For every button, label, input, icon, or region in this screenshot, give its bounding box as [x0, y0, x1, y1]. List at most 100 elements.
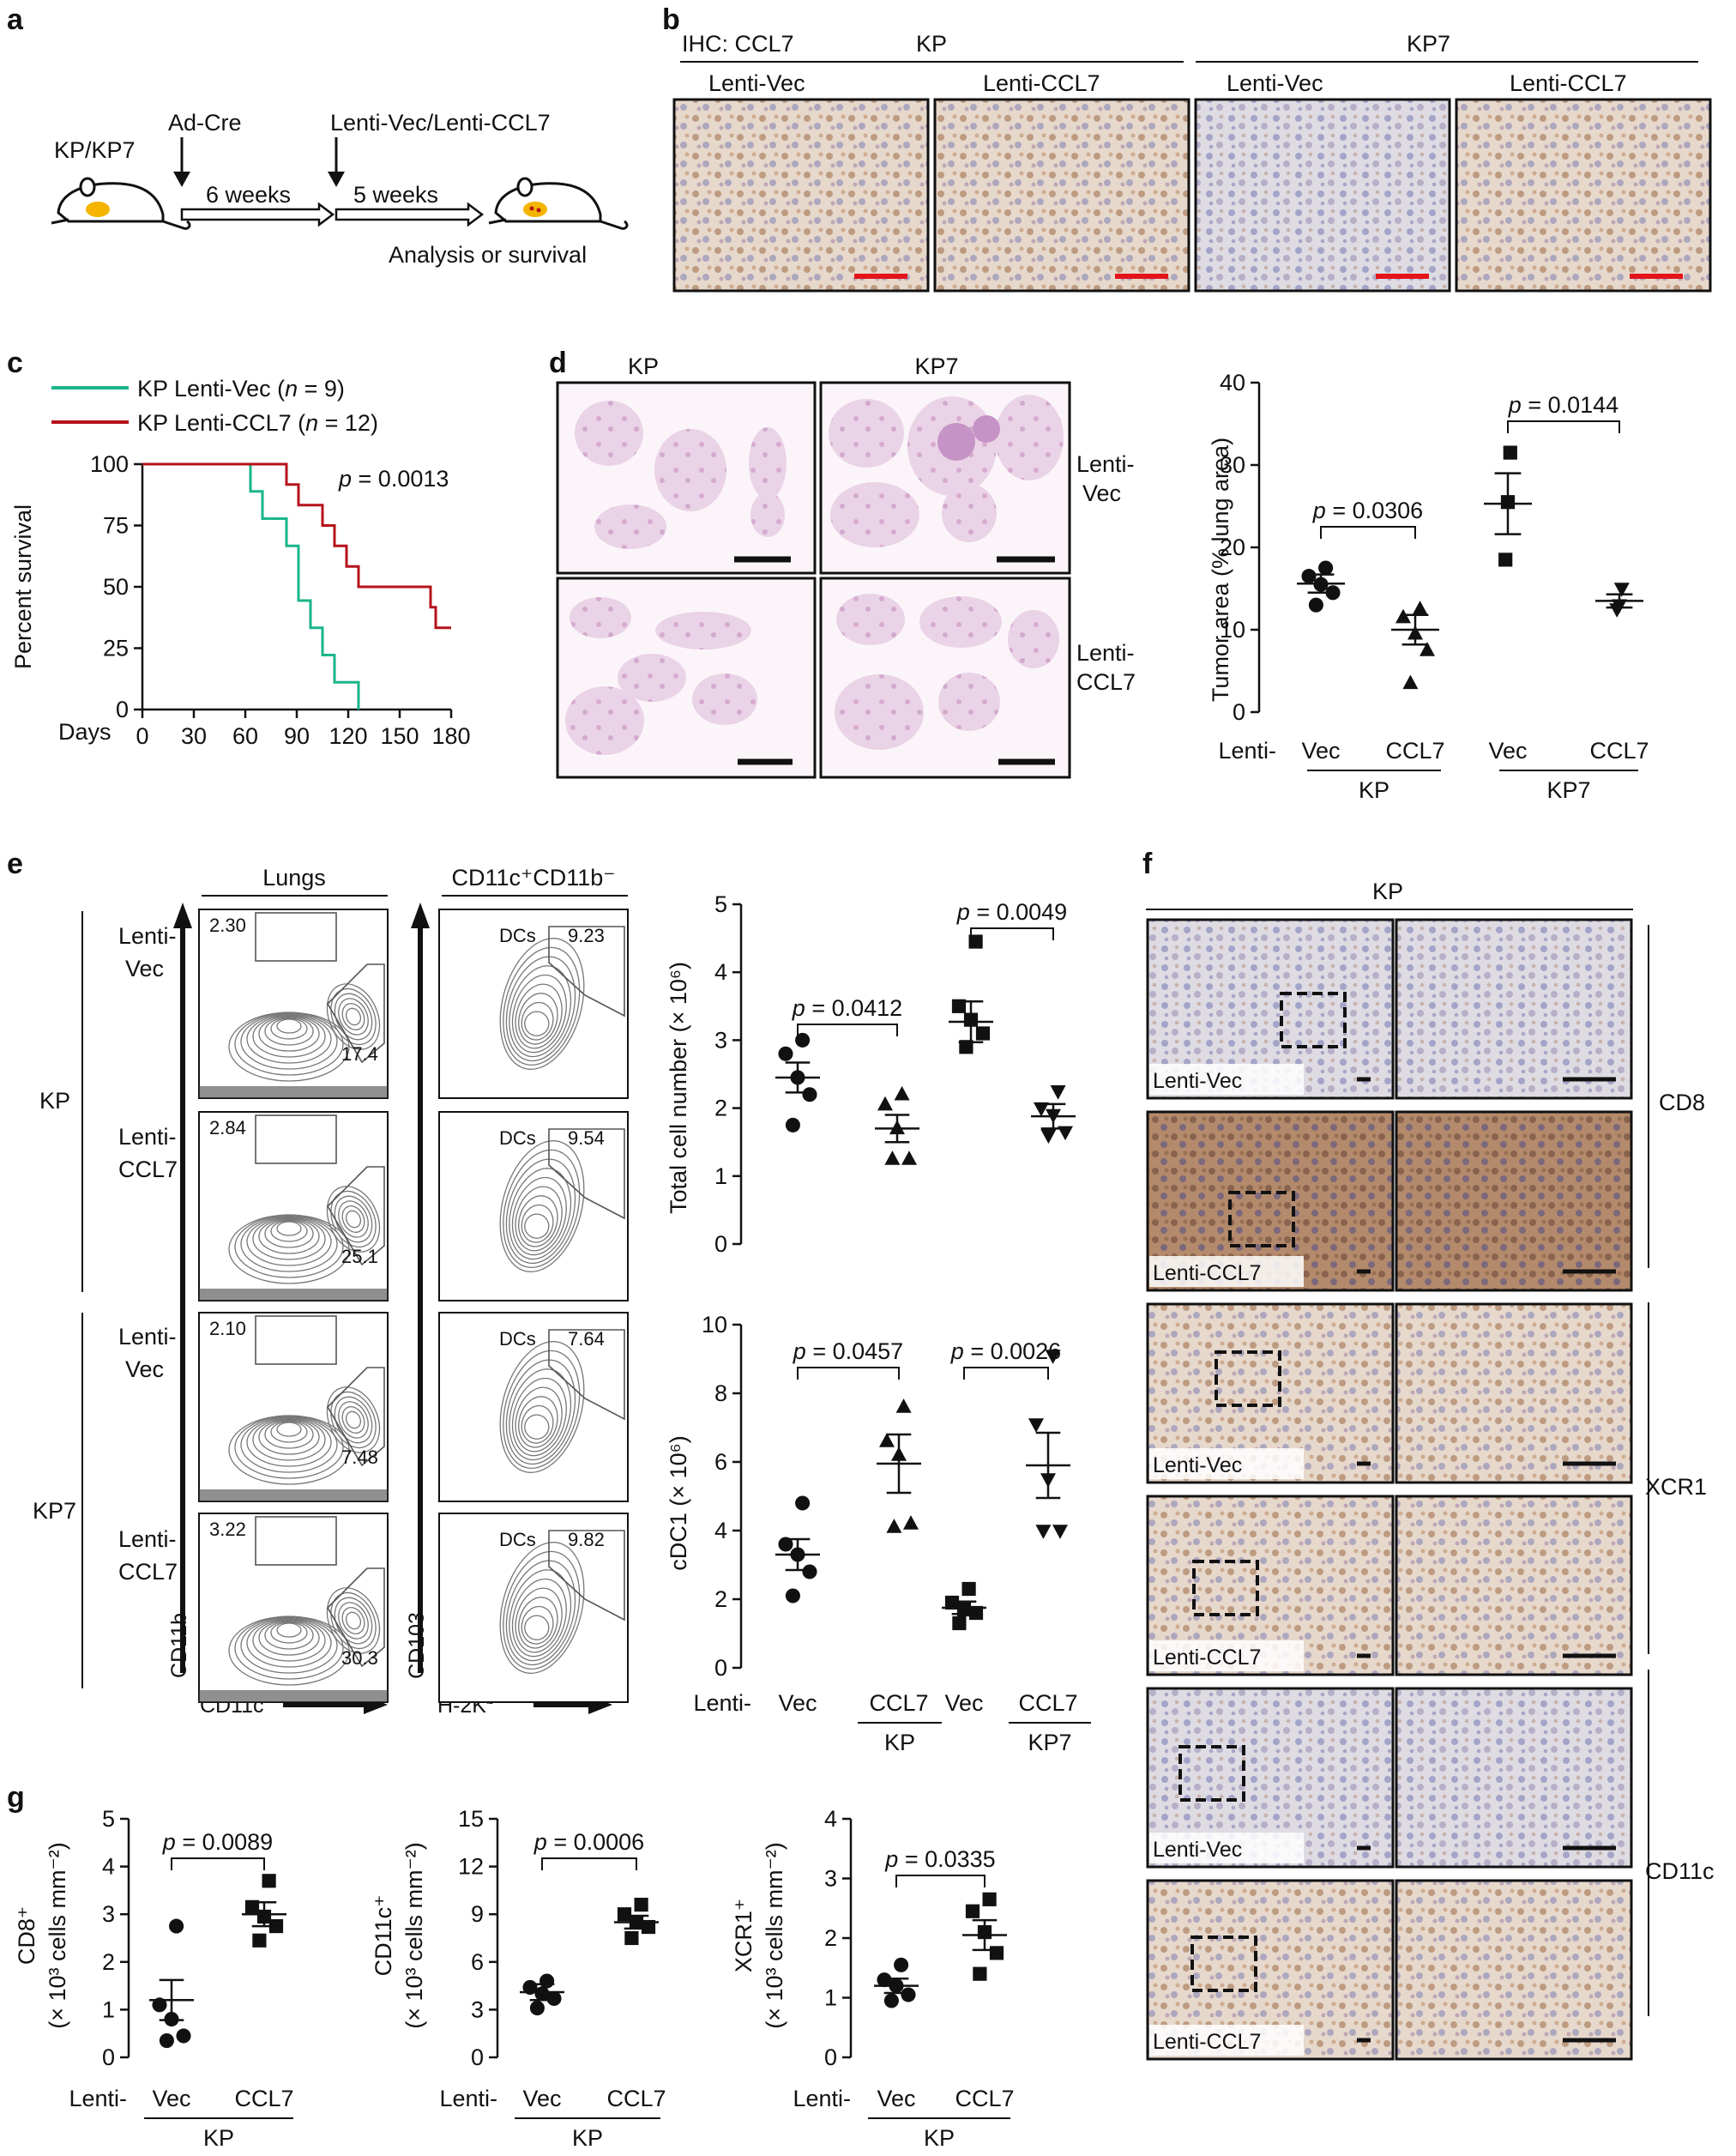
- y-tick-label: 2: [102, 1949, 115, 1975]
- row-label: Lenti-CCL7: [1153, 1646, 1261, 1670]
- label-backdrop: [1149, 1064, 1304, 1095]
- row-label: Lenti-Vec: [1153, 1069, 1242, 1093]
- contour-line: [258, 1218, 320, 1254]
- contour-line: [334, 1195, 373, 1243]
- tumor-area-chart: 0 10 20 30 40 p = 0.0306 p = 0.0144 Vec CCL7 Vec C…: [1220, 370, 1649, 803]
- data-point: [802, 1564, 817, 1579]
- col-label: Lenti-CCL7: [1510, 70, 1627, 96]
- col-label: Lenti-Vec: [708, 70, 805, 96]
- contour-line: [326, 1587, 381, 1654]
- contour-line: [511, 1377, 567, 1457]
- contour-line: [503, 1149, 581, 1269]
- contour-line: [240, 1617, 338, 1674]
- x-axis-prefix: Lenti-: [69, 2086, 127, 2111]
- ihc-zoom: [1395, 1879, 1633, 2061]
- y-tick-label: 100: [90, 451, 129, 477]
- data-point: [961, 1581, 976, 1597]
- flow-cytometry-plots: 2.30 17.4 DCs 9.23 2.84 25.1 DCs 9.54 2.10 7.48 DC…: [198, 909, 629, 1703]
- data-point: [901, 1987, 916, 2002]
- column-header: Lungs: [262, 865, 326, 891]
- gate: [548, 1530, 625, 1622]
- group-label: KP: [884, 1730, 915, 1755]
- gate-percent: 3.22: [209, 1519, 246, 1540]
- data-point: [1040, 1129, 1057, 1144]
- contour-line: [511, 1176, 567, 1256]
- contour-line: [499, 1140, 585, 1272]
- zoom-region-box: [1215, 1350, 1281, 1407]
- gate-percent: 7.48: [341, 1446, 378, 1468]
- x-tick-label: 90: [284, 723, 310, 749]
- y-tick-label: 6: [471, 1949, 484, 1975]
- interval-2-label: 5 weeks: [353, 182, 438, 208]
- data-point: [1503, 445, 1517, 460]
- contour-line: [264, 1219, 314, 1248]
- group-label: KP: [924, 2125, 955, 2151]
- contour-line: [246, 1014, 332, 1064]
- y-tick-label: 0: [1233, 699, 1245, 725]
- data-point: [1412, 601, 1428, 615]
- ihc-zoom: [1395, 1302, 1633, 1484]
- gate-percent: 9.23: [568, 925, 605, 946]
- data-point: [884, 1150, 901, 1165]
- ihc-panel: Lenti-Vec: [1146, 1687, 1633, 1869]
- contour-line: [503, 1550, 581, 1670]
- contour-line: [524, 1615, 550, 1640]
- y-axis-label: XCR1⁺: [731, 1899, 756, 1972]
- data-point: [1028, 1418, 1044, 1433]
- data-point: [894, 1085, 910, 1101]
- y-tick-label: 4: [714, 959, 727, 985]
- group-label-kp: KP: [916, 31, 947, 57]
- col-label: Lenti-Vec: [1227, 70, 1323, 96]
- y-axis-label: CD11b: [167, 1613, 191, 1678]
- group-label-kp7: KP7: [1407, 31, 1450, 57]
- y-axis-label: CD8⁺: [14, 1906, 39, 1965]
- contour-line: [521, 1605, 554, 1645]
- significance-bracket: [895, 1875, 986, 1887]
- p-value: p = 0.0457: [793, 1338, 903, 1364]
- contour-line: [503, 1350, 581, 1470]
- contour-line: [515, 1587, 563, 1653]
- ihc-panel: Lenti-CCL7: [1146, 1110, 1633, 1292]
- legend-entry: KP Lenti-CCL7 (n = 12): [51, 410, 378, 436]
- panel-a-schematic: KP/KP7 Ad-Cre 6 weeks Lenti-Vec/Lenti-CC…: [51, 110, 629, 268]
- data-point: [1402, 674, 1419, 690]
- gate-percent: 9.82: [568, 1529, 605, 1550]
- y-tick-label: 3: [102, 1901, 115, 1927]
- flow-plot: DCs 9.23: [438, 909, 629, 1099]
- survival-curve: [142, 462, 360, 710]
- interval-1-label: 6 weeks: [206, 182, 291, 208]
- y-tick-label: 20: [1220, 534, 1245, 560]
- x-axis-label: Days: [58, 719, 112, 745]
- p-value: p = 0.0026: [950, 1338, 1061, 1364]
- gate: [326, 963, 385, 1064]
- flow-plot: 3.22 30.3: [198, 1513, 389, 1703]
- gate-percent: 7.64: [568, 1328, 605, 1350]
- flow-plot: 2.84 25.1: [198, 1111, 389, 1301]
- contour-line: [240, 1416, 338, 1473]
- y-tick-label: 5: [102, 1806, 115, 1832]
- y-tick-label: 2: [824, 1925, 837, 1951]
- data-point: [968, 934, 983, 949]
- contour-line: [258, 1419, 320, 1455]
- data-point: [244, 1899, 260, 1914]
- contour-line: [341, 1205, 365, 1234]
- data-point: [252, 1933, 267, 1948]
- p-value: p = 0.0144: [1508, 392, 1618, 418]
- data-point: [262, 1874, 276, 1888]
- gate-percent: 2.30: [209, 915, 246, 936]
- contour-line: [521, 1204, 554, 1243]
- contour-line: [338, 1200, 369, 1238]
- y-tick-label: 2: [714, 1586, 727, 1612]
- significance-bracket: [541, 1857, 637, 1870]
- p-value: p = 0.0306: [1312, 498, 1423, 523]
- gate-label: DCs: [499, 1529, 536, 1550]
- gate-percent: 30.3: [341, 1647, 378, 1669]
- contour-line: [509, 965, 572, 1058]
- contour-line: [234, 1416, 344, 1479]
- row-label: Lenti-: [118, 923, 177, 949]
- row-label: Lenti-CCL7: [1153, 1261, 1261, 1285]
- legend-entry: KP Lenti-Vec (n = 9): [51, 376, 345, 402]
- ihc-image: [933, 98, 1190, 293]
- data-point: [989, 1946, 1004, 1960]
